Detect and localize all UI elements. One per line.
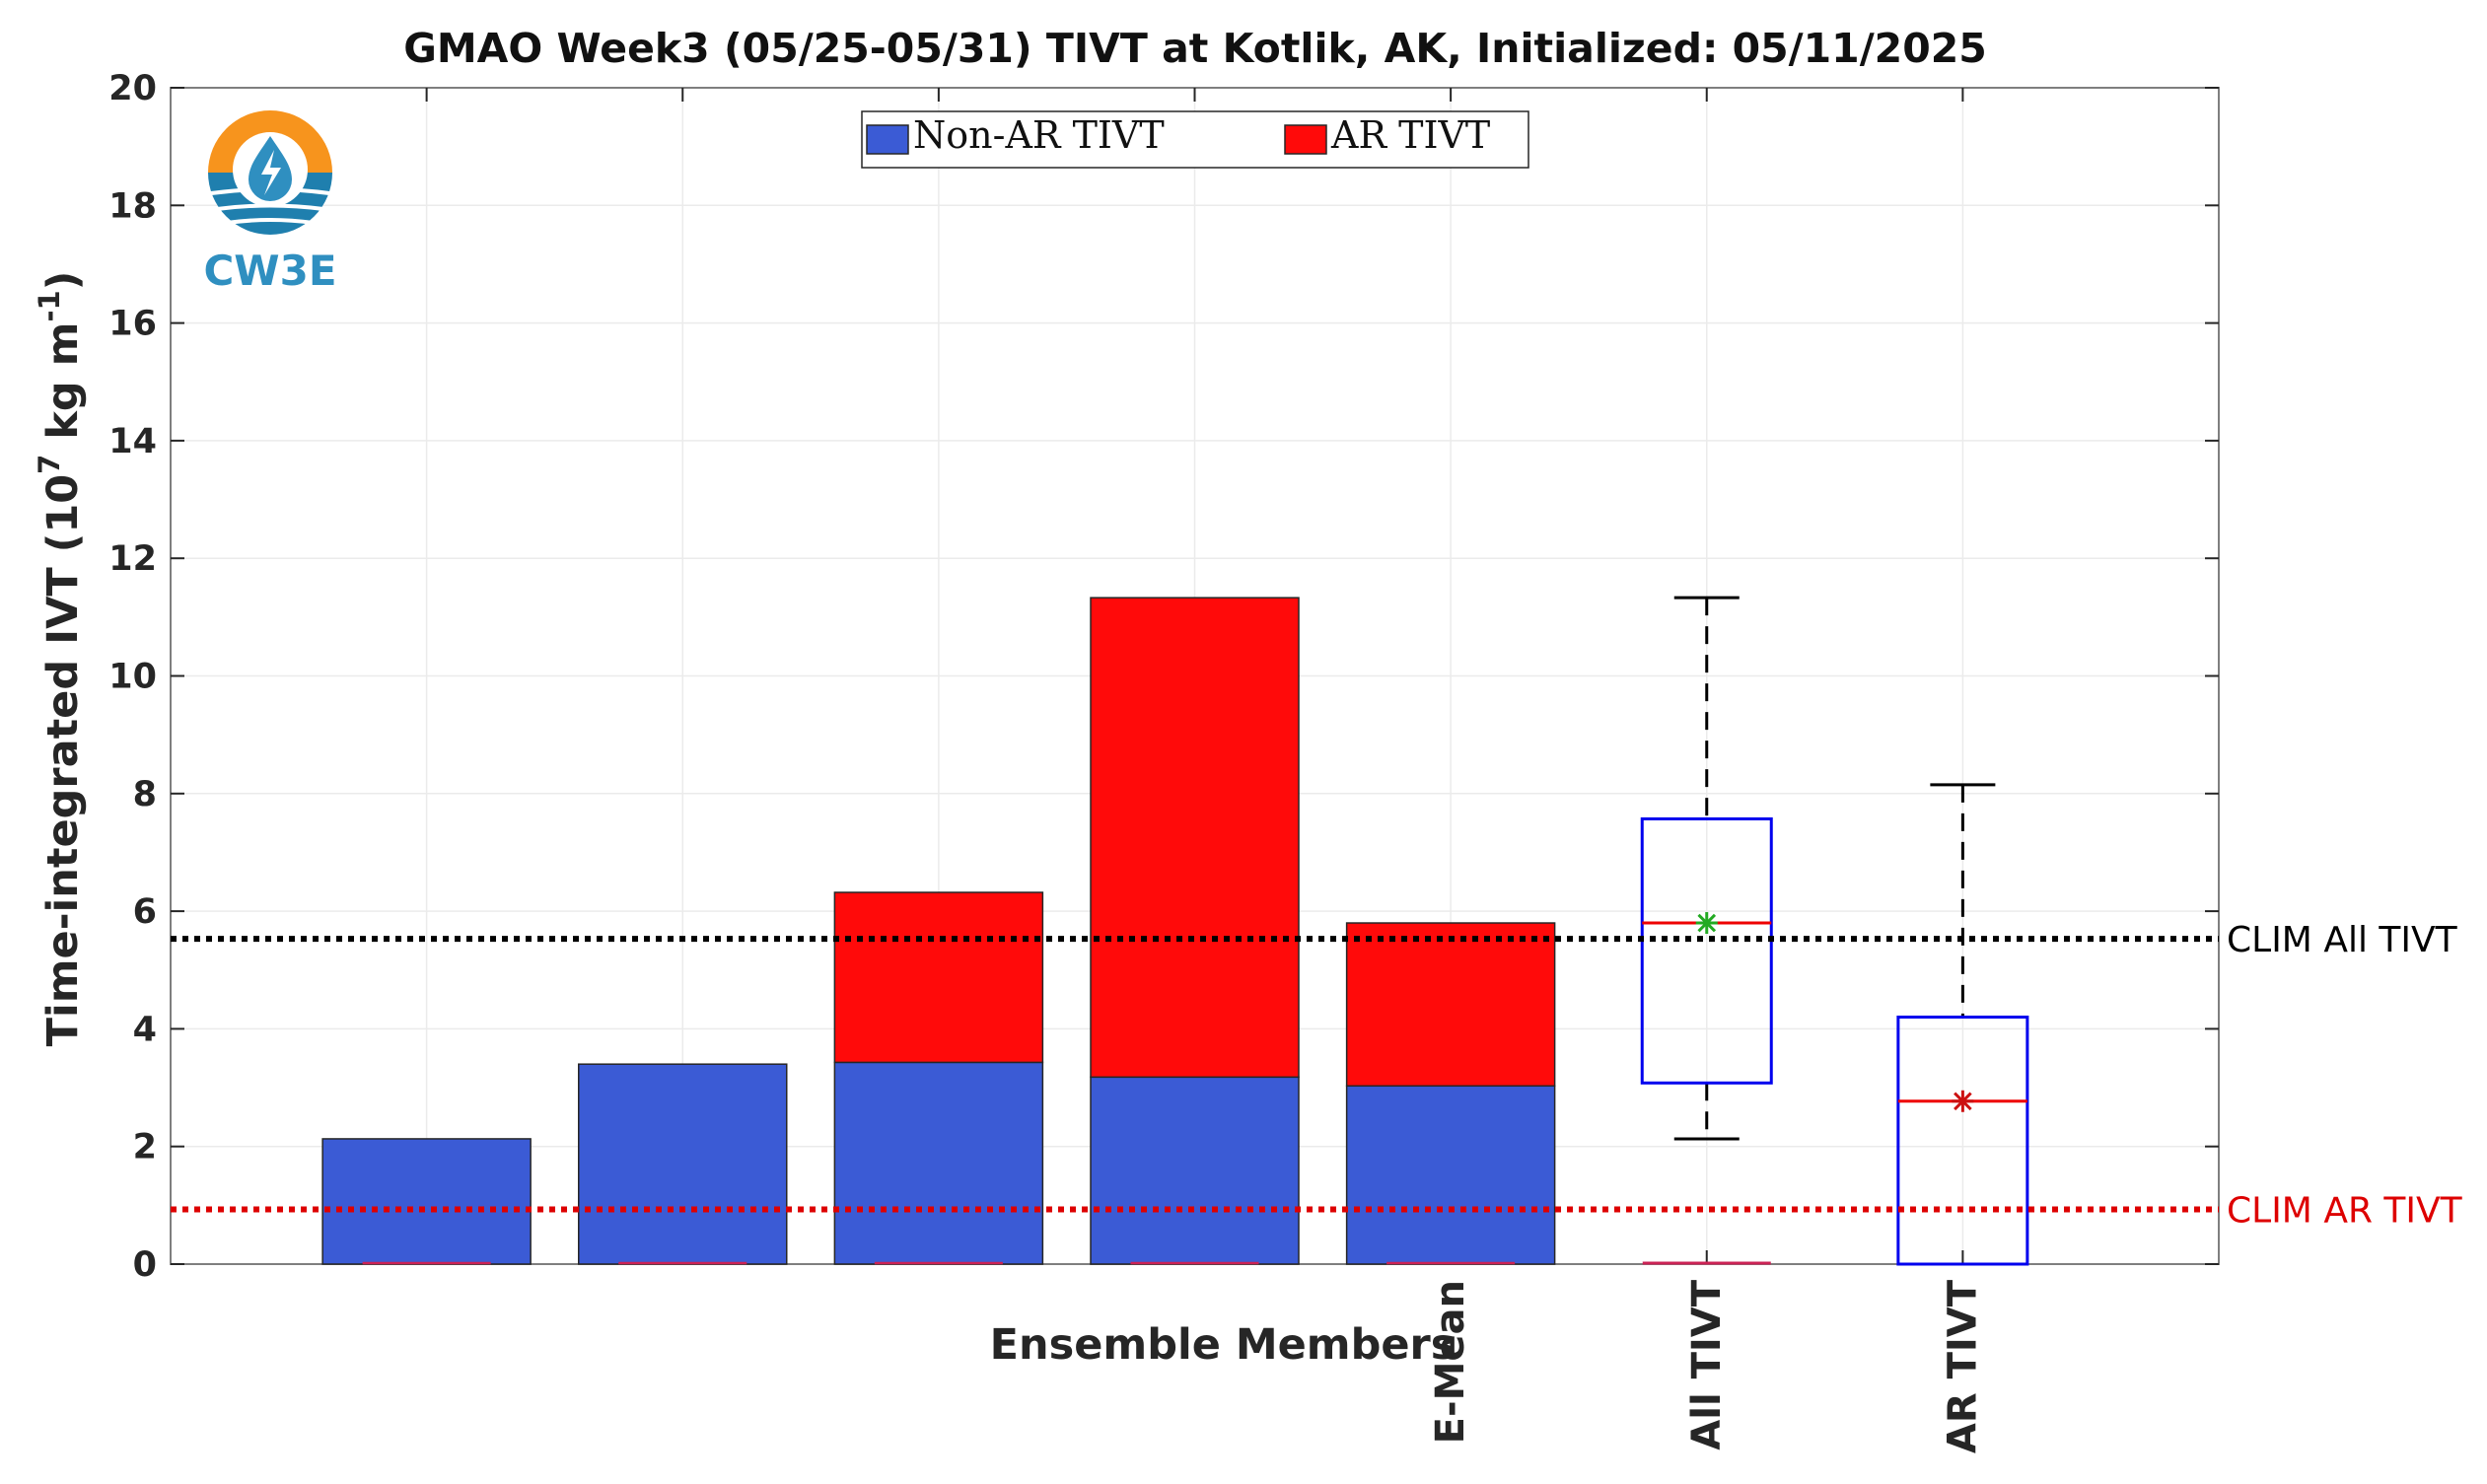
bar-non-ar — [833, 1061, 1044, 1265]
y-axis-label-mid: kg m — [38, 322, 88, 455]
y-axis-label-end: ) — [38, 271, 88, 291]
y-tick-label: 2 — [133, 1128, 157, 1167]
legend-label-ar: AR TIVT — [1330, 113, 1490, 157]
box-mean-marker — [1952, 1090, 1974, 1112]
x-tick-label: AR TIVT — [1940, 1279, 1985, 1453]
bar-ar — [1090, 597, 1300, 1079]
y-tick-label: 6 — [133, 892, 157, 932]
cw3e-logo: CW3E — [203, 110, 337, 295]
bar-non-ar — [1090, 1076, 1300, 1265]
bars — [321, 597, 1556, 1265]
logo-water-wave-3 — [226, 218, 315, 225]
y-tick-label: 8 — [133, 775, 157, 814]
logo-text: CW3E — [203, 247, 336, 295]
chart-title: GMAO Week3 (05/25-05/31) TIVT at Kotlik,… — [403, 25, 1987, 72]
y-tick-label: 10 — [108, 658, 157, 697]
y-axis-label: Time-integrated IVT (107 kg m-1) — [33, 271, 88, 1047]
box-mean-stroke — [1954, 1092, 1972, 1111]
y-tick-label: 14 — [108, 422, 157, 461]
y-axis-label-main: Time-integrated IVT (10 — [38, 474, 88, 1047]
legend-label-non-ar: Non-AR TIVT — [913, 113, 1165, 157]
legend: Non-AR TIVT AR TIVT — [861, 110, 1529, 169]
y-tick-label: 4 — [133, 1010, 157, 1049]
x-axis-label: Ensemble Members — [990, 1320, 1457, 1370]
x-axis: E-Mean All TIVT AR TIVT — [425, 88, 1985, 1453]
reference-lines: CLIM All TIVT CLIM AR TIVT — [171, 920, 2463, 1232]
y-tick-label: 18 — [108, 186, 157, 226]
bar-non-ar — [321, 1138, 532, 1265]
y-tick-label: 20 — [108, 69, 157, 108]
y-axis-label-sup1: 7 — [33, 455, 66, 474]
x-tick-label: E-Mean — [1428, 1280, 1473, 1444]
reference-line-label: CLIM AR TIVT — [2227, 1191, 2463, 1232]
legend-swatch-ar — [1284, 124, 1327, 155]
reference-line-label: CLIM All TIVT — [2227, 920, 2458, 960]
y-tick-label: 0 — [133, 1245, 157, 1285]
y-axis: 0 2 4 6 8 10 12 14 16 18 20 — [108, 69, 2219, 1285]
box-iqr — [1896, 1015, 2029, 1266]
legend-box — [861, 110, 1529, 169]
y-tick-label: 12 — [108, 539, 157, 579]
logo-bolt-icon — [261, 150, 281, 195]
bar-ar — [1345, 922, 1556, 1088]
boxplots — [1640, 596, 2029, 1266]
bar-non-ar — [578, 1063, 788, 1265]
bar-non-ar — [1345, 1085, 1556, 1265]
box-mean-stroke — [1697, 913, 1717, 933]
x-tick-label: All TIVT — [1684, 1279, 1730, 1449]
y-axis-label-sup2: -1 — [33, 290, 66, 321]
legend-swatch-non-ar — [866, 124, 909, 155]
box-mean-marker — [1695, 912, 1718, 935]
y-tick-label: 16 — [108, 305, 157, 344]
bar-ar — [833, 891, 1044, 1064]
box-iqr — [1640, 816, 1773, 1085]
